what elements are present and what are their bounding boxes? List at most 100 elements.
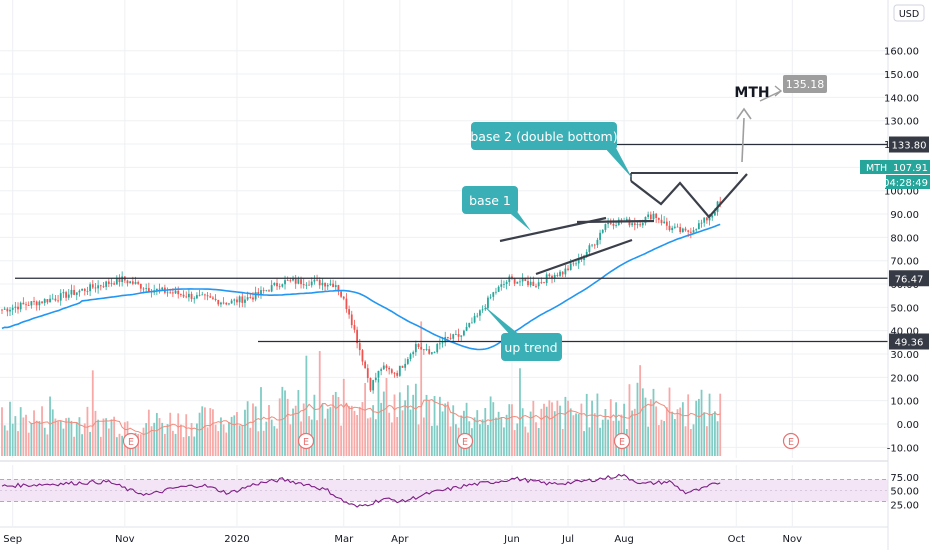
volume-bar xyxy=(548,400,551,456)
candle-body xyxy=(487,297,489,309)
candle-body xyxy=(593,244,596,246)
volume-bar xyxy=(113,416,116,456)
candle-body xyxy=(406,359,409,364)
volume-bar xyxy=(713,411,716,456)
volume-bar xyxy=(671,411,674,456)
volume-bar xyxy=(342,378,345,456)
volume-bar xyxy=(556,400,559,456)
candle-body xyxy=(121,276,124,283)
volume-bar xyxy=(441,411,444,456)
volume-bar xyxy=(484,408,487,456)
volume-bar xyxy=(102,418,105,456)
volume-bar xyxy=(369,417,372,456)
volume-bar xyxy=(115,437,118,456)
volume-bar xyxy=(14,416,17,456)
candle-body xyxy=(185,296,188,298)
earnings-marker-label: E xyxy=(128,437,134,448)
candle-body xyxy=(278,286,281,288)
candle-body xyxy=(441,342,444,344)
earnings-marker[interactable] xyxy=(613,432,631,450)
price-axis[interactable]: 160.00150.00140.00130.00120.00110.00100.… xyxy=(860,0,932,550)
candle-body xyxy=(697,223,700,230)
note-uptrend-box xyxy=(501,333,562,361)
volume-bar xyxy=(33,410,35,456)
candle-body xyxy=(313,279,316,282)
volume-bar xyxy=(212,409,214,456)
earnings-marker[interactable] xyxy=(297,432,315,450)
earnings-marker[interactable] xyxy=(782,432,800,450)
volume-bar xyxy=(249,427,252,456)
level-price-label: 49.36 xyxy=(895,338,924,349)
volume-bar xyxy=(596,393,599,456)
last-price-label: 107.91 xyxy=(893,163,928,174)
candle-body xyxy=(204,294,206,296)
candle-body xyxy=(46,299,49,303)
candle-body xyxy=(83,288,86,292)
pattern-drawings: 135.18 MTH xyxy=(499,75,827,276)
candle-body xyxy=(561,271,564,275)
candle-body xyxy=(660,219,663,224)
volume-bar xyxy=(313,394,316,456)
volume-bar xyxy=(553,411,556,456)
candle-body xyxy=(142,288,145,290)
candle-body xyxy=(641,223,644,226)
candle-body xyxy=(609,222,612,224)
candle-body xyxy=(636,224,639,226)
volume-bar xyxy=(57,421,59,456)
volume-bar xyxy=(107,428,110,456)
candle-body xyxy=(601,229,604,233)
candle-body xyxy=(214,298,217,300)
candle-body xyxy=(358,343,361,351)
candle-body xyxy=(548,274,551,277)
price-tick-label: 140.00 xyxy=(884,93,919,104)
volume-bar xyxy=(286,398,289,456)
volume-bar xyxy=(414,383,417,456)
volume-bar xyxy=(171,430,174,456)
time-axis[interactable]: Sep Nov 2020 Mar Apr Jun Jul Aug Oct Nov xyxy=(0,526,888,545)
volume-bar xyxy=(681,402,684,456)
earnings-marker[interactable] xyxy=(456,432,474,450)
volume-bar xyxy=(684,426,687,456)
candle-body xyxy=(286,280,289,281)
candle-body xyxy=(265,290,268,292)
candle-body xyxy=(409,354,412,360)
currency-badge[interactable] xyxy=(893,4,925,22)
volume-bar xyxy=(193,436,196,456)
note-base2-box xyxy=(471,122,617,150)
candle-body xyxy=(294,278,297,284)
volume-bar xyxy=(452,405,455,456)
volume-bar xyxy=(244,409,246,456)
time-tick-label: Sep xyxy=(3,534,22,545)
candle-body xyxy=(182,294,185,297)
candle-body xyxy=(212,297,214,299)
volume-bar xyxy=(252,403,254,456)
volume-bar xyxy=(81,434,83,456)
volume-bar xyxy=(601,419,604,456)
candle-body xyxy=(364,361,367,369)
earnings-marker[interactable] xyxy=(122,432,140,450)
volume-bar xyxy=(508,404,511,456)
price-tick-label: 130.00 xyxy=(884,117,919,128)
volume-bar xyxy=(110,419,113,456)
volume-bar xyxy=(169,412,172,456)
candle-body xyxy=(126,280,129,284)
candle-body xyxy=(529,281,532,286)
candle-body xyxy=(649,214,652,220)
volume-bar xyxy=(257,431,260,456)
candle-body xyxy=(639,224,642,226)
volume-bar xyxy=(697,398,700,456)
candle-body xyxy=(230,300,233,304)
volume-bar xyxy=(324,418,326,456)
volume-bar xyxy=(561,428,564,456)
candle-body xyxy=(238,296,241,303)
candle-body xyxy=(310,281,313,286)
volume-bar xyxy=(201,406,204,456)
price-tick-label: 50.00 xyxy=(890,303,919,314)
candle-body xyxy=(361,350,364,362)
volume-bar xyxy=(708,393,711,456)
candle-body xyxy=(657,218,660,220)
candle-body xyxy=(353,325,356,330)
